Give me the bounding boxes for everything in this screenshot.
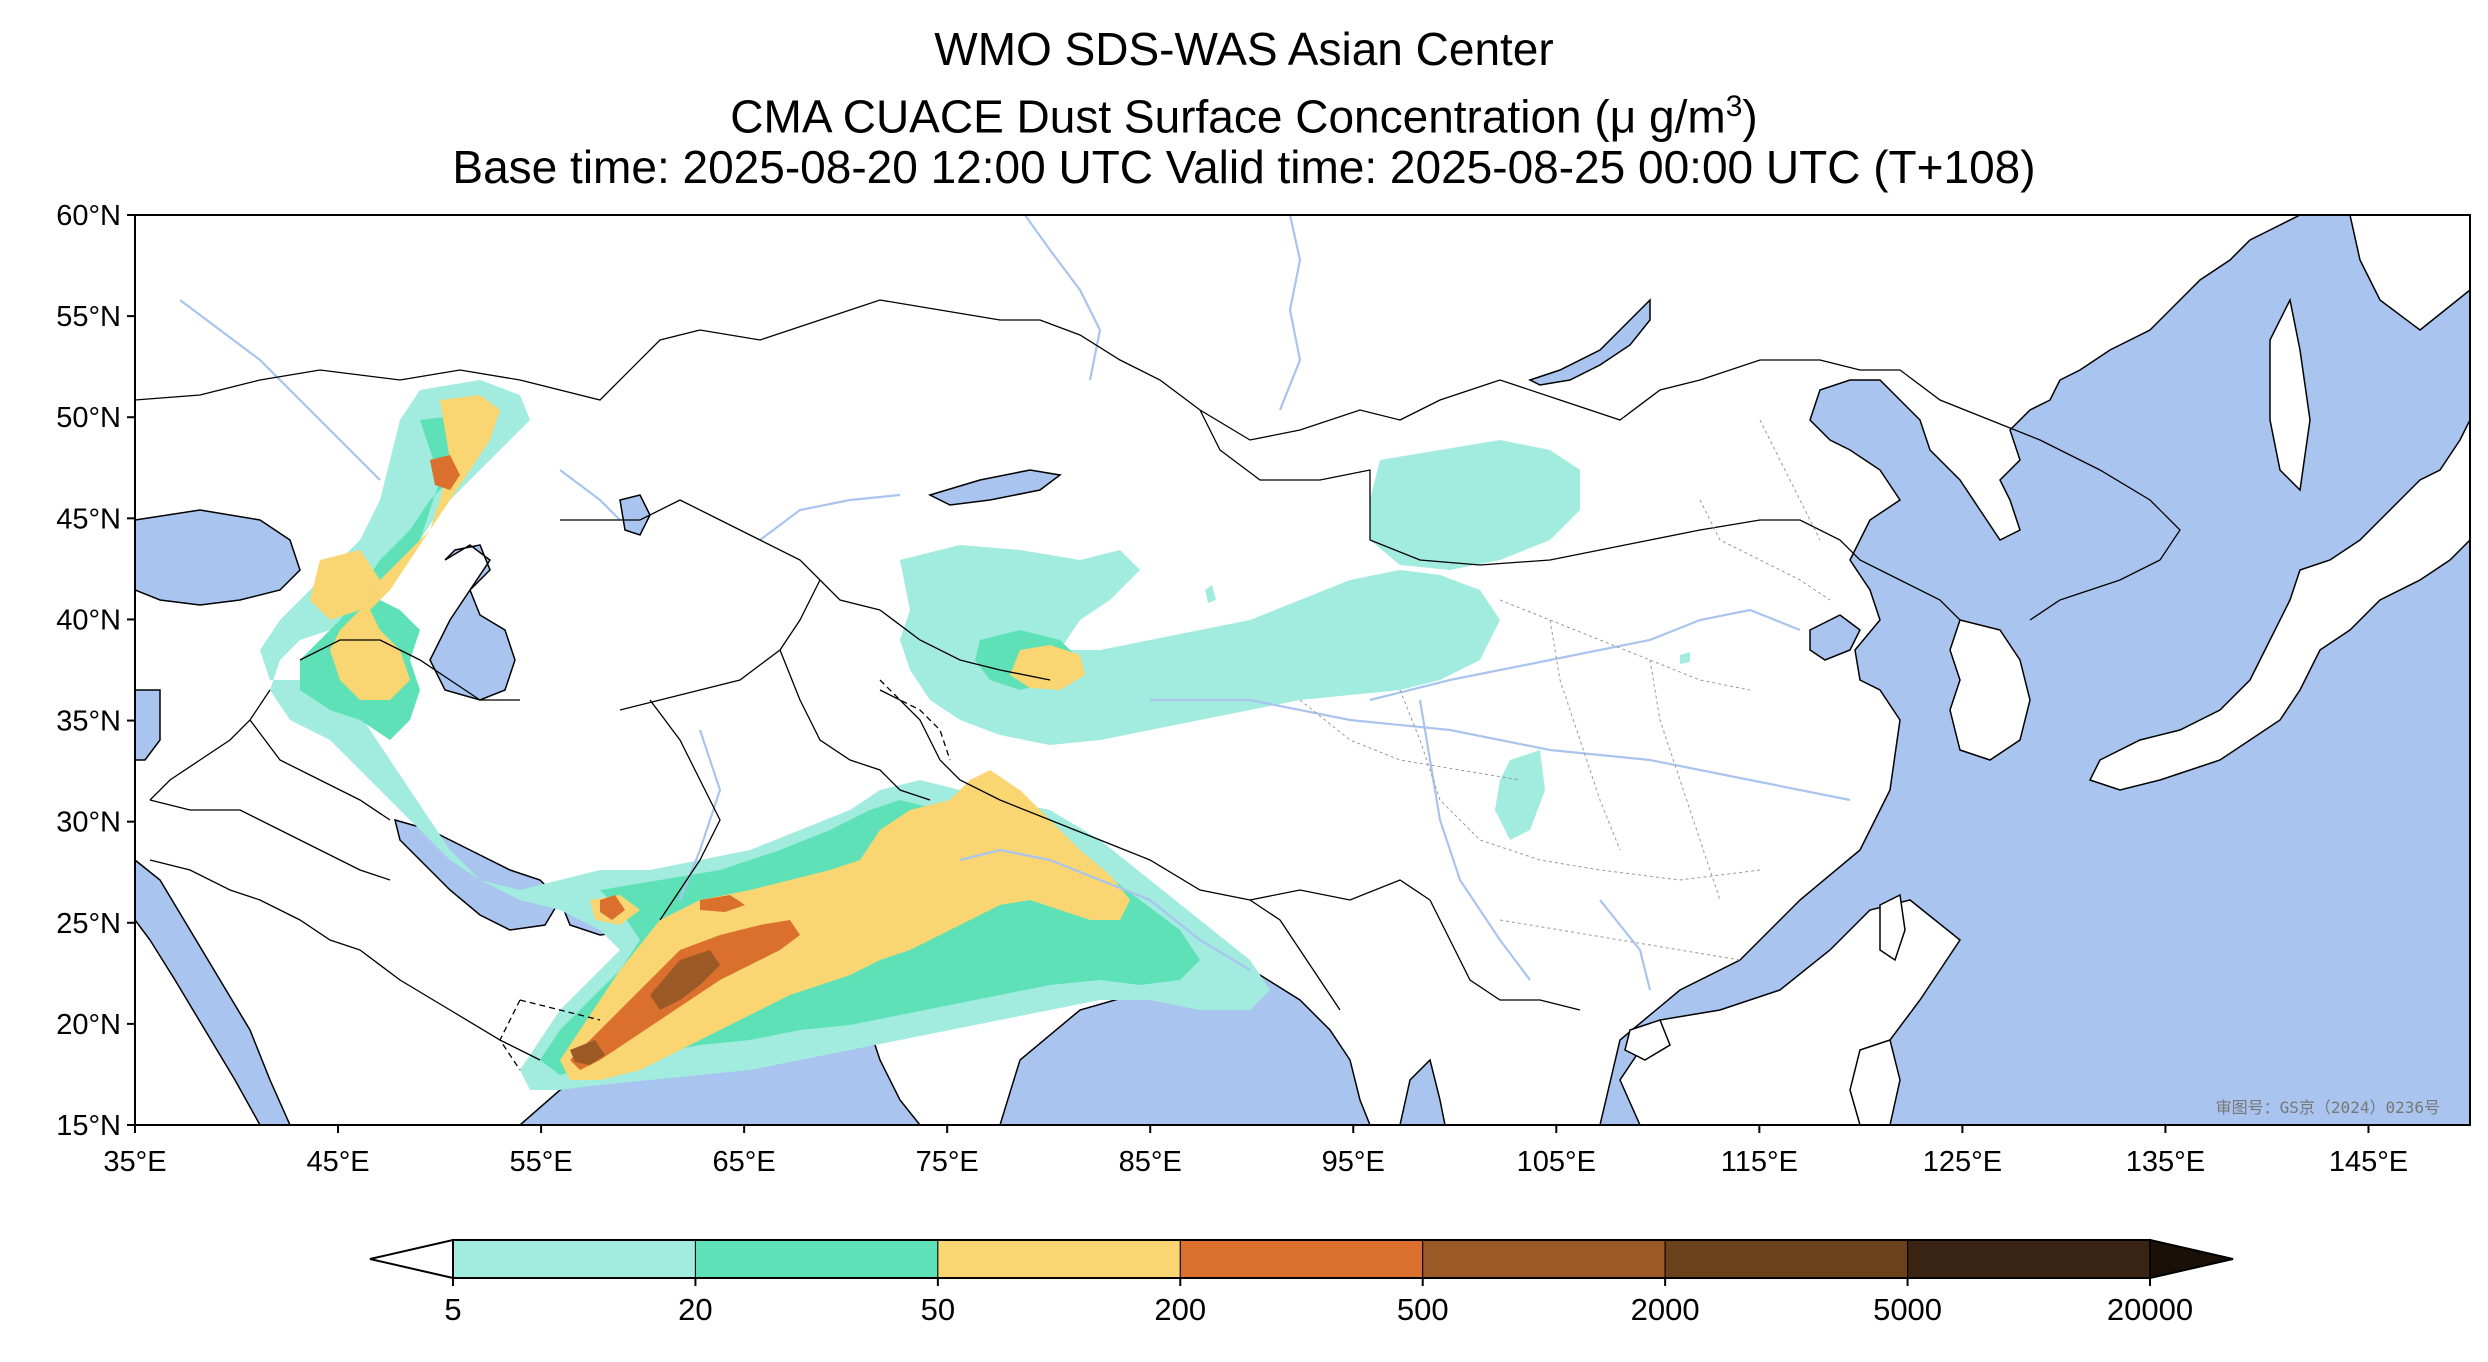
sakhalin-land (2269, 297, 2311, 492)
longitude-axis: 35°E 45°E 55°E 65°E 75°E 85°E 95°E 105°E 115°E 12… (103, 1125, 2408, 1178)
colorbar-box (694, 1239, 939, 1279)
colorbar-box (1179, 1239, 1424, 1279)
lat-tick-label: 55°N (56, 301, 121, 333)
colorbar-box (1422, 1239, 1666, 1279)
colorbar-box (452, 1239, 696, 1279)
hainan-land (1624, 1019, 1671, 1061)
lat-tick-label: 30°N (56, 807, 121, 839)
colorbar-tick-label: 500 (1397, 1292, 1449, 1327)
colorbar-tick-label: 5000 (1873, 1292, 1942, 1327)
country-borders (135, 299, 2181, 1061)
colorbar-box (937, 1239, 1181, 1279)
lat-tick-label: 60°N (56, 200, 121, 232)
lon-tick-label: 55°E (509, 1146, 572, 1178)
colorbar-tick-label: 20000 (2107, 1292, 2193, 1327)
colorbar-tick-label: 200 (1154, 1292, 1206, 1327)
lat-tick-label: 25°N (56, 908, 121, 940)
title-line-2-superscript: 3 (1725, 90, 1743, 123)
colorbar-labels: 5 20 50 200 500 2000 5000 20000 (444, 1278, 2193, 1327)
bay-of-bengal (999, 974, 1371, 1125)
andaman-sea (1399, 1058, 1446, 1125)
lon-tick-label: 65°E (713, 1146, 776, 1178)
rivers (179, 215, 1851, 991)
lat-tick-label: 35°N (56, 706, 121, 738)
colorbar-over-arrow (2149, 1238, 2234, 1280)
colorbar-box (1664, 1239, 1909, 1279)
latitude-axis: 15°N 20°N 25°N 30°N 35°N 40°N 45°N 50°N 55°N 60°N (56, 200, 135, 1142)
philippines-land (1849, 1039, 1901, 1125)
black-sea (135, 509, 301, 606)
mediterranean-sea (135, 689, 161, 761)
taiwan-land (1879, 893, 1906, 962)
title-line-2-close: ) (1742, 90, 1758, 143)
title-line-2: CMA CUACE Dust Surface Concentration (μ … (0, 80, 2488, 143)
bohai-sea (1809, 614, 1861, 661)
colorbar-tick-label: 2000 (1631, 1292, 1700, 1327)
japan-land (2088, 419, 2470, 791)
aral-sea (619, 494, 651, 536)
lon-tick-label: 75°E (916, 1146, 979, 1178)
lon-tick-label: 115°E (1721, 1146, 1798, 1178)
colorbar-boxes (452, 1239, 2151, 1279)
lon-tick-label: 85°E (1119, 1146, 1182, 1178)
dust-concentration-layer (260, 380, 1690, 1090)
lat-tick-label: 40°N (56, 604, 121, 636)
lon-tick-label: 35°E (103, 1146, 166, 1178)
water-bodies (135, 215, 2470, 1125)
lon-tick-label: 105°E (1517, 1146, 1596, 1178)
dust-level-500-2000 (570, 950, 720, 1065)
lon-tick-label: 45°E (306, 1146, 369, 1178)
province-borders (1299, 419, 1831, 961)
title-line-2-text: CMA CUACE Dust Surface Concentration (μ … (730, 90, 1726, 143)
lat-tick-label: 15°N (56, 1110, 121, 1142)
lat-tick-label: 45°N (56, 503, 121, 535)
title-line-3: Base time: 2025-08-20 12:00 UTC Valid ti… (452, 141, 2036, 193)
caspian-sea (429, 544, 516, 701)
colorbar-tick-label: 20 (678, 1292, 712, 1327)
lon-tick-label: 95°E (1322, 1146, 1385, 1178)
disputed-borders (499, 679, 951, 1071)
map-approval-watermark: 审图号：GS京（2024）0236号 (2216, 1098, 2440, 1117)
lon-tick-label: 125°E (1923, 1146, 2002, 1178)
lat-tick-label: 20°N (56, 1009, 121, 1041)
colorbar: 5 20 50 200 500 2000 5000 20000 (369, 1238, 2234, 1327)
title-line-1: WMO SDS-WAS Asian Center (934, 23, 1554, 75)
colorbar-tick-label: 5 (444, 1292, 461, 1327)
colorbar-under-arrow (369, 1238, 454, 1280)
korea-land (1949, 619, 2031, 761)
lon-tick-label: 145°E (2329, 1146, 2408, 1178)
map-area: 审图号：GS京（2024）0236号 (135, 215, 2470, 1125)
kamchatka-land (2349, 215, 2470, 331)
pacific-ocean (1599, 215, 2470, 1125)
colorbar-box (1907, 1239, 2151, 1279)
map-frame (134, 214, 2471, 1126)
lon-tick-label: 135°E (2126, 1146, 2205, 1178)
colorbar-tick-label: 50 (921, 1292, 955, 1327)
lat-tick-label: 50°N (56, 402, 121, 434)
persian-gulf (393, 818, 561, 931)
lake-balkhash (927, 469, 1062, 506)
red-sea (135, 859, 291, 1125)
lake-baikal (1528, 298, 1651, 386)
